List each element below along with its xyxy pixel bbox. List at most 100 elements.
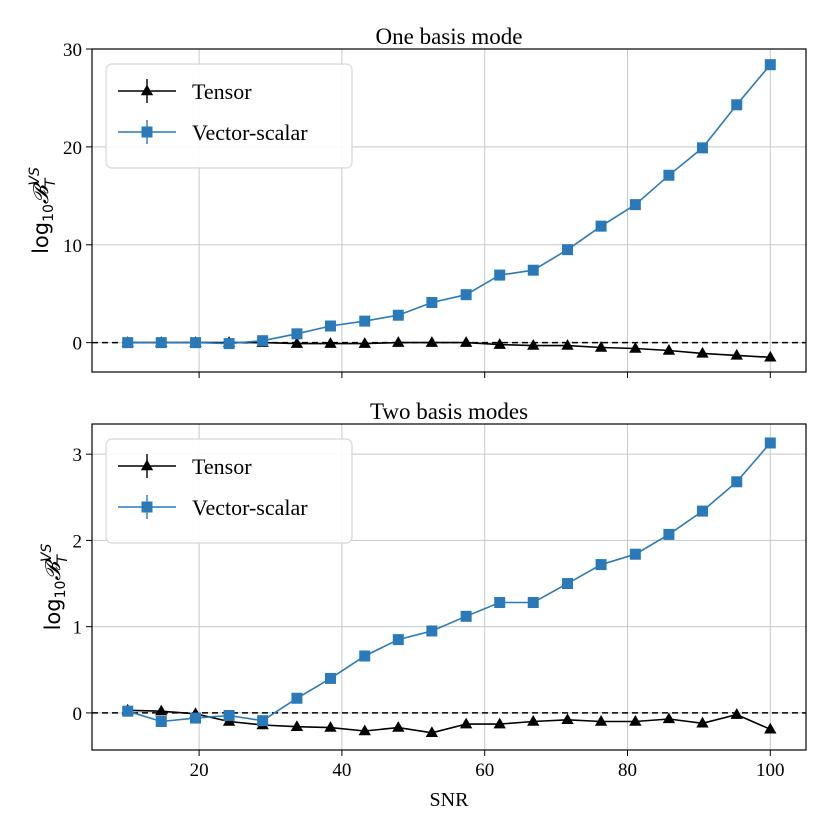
- data-point: [426, 297, 438, 309]
- data-point: [730, 708, 743, 719]
- series-vector-scalar: [122, 59, 776, 350]
- chart-title: One basis mode: [376, 24, 523, 49]
- data-point: [223, 710, 235, 722]
- axes-frame: [91, 48, 807, 373]
- legend-label: Tensor: [192, 79, 252, 104]
- data-point: [324, 320, 336, 332]
- data-point: [122, 337, 134, 349]
- data-point: [764, 722, 777, 734]
- x-tick-label: 40: [332, 760, 351, 781]
- data-point: [696, 716, 709, 728]
- data-point: [223, 338, 235, 350]
- data-point: [359, 650, 371, 662]
- series-line: [127, 64, 771, 345]
- data-point: [190, 712, 202, 724]
- data-point: [122, 705, 134, 717]
- y-axis-label-symbol: 𝓑: [29, 181, 53, 204]
- data-point: [595, 559, 607, 571]
- y-axis-label-superscript: VS: [39, 543, 55, 562]
- data-point: [494, 597, 506, 609]
- data-point: [595, 220, 607, 232]
- series-tensor: [121, 703, 777, 737]
- data-point: [155, 704, 168, 716]
- data-point: [392, 721, 405, 732]
- data-point: [257, 335, 269, 347]
- data-point: [629, 342, 642, 353]
- data-point: [324, 337, 337, 348]
- legend-marker: [140, 84, 154, 96]
- data-point: [561, 713, 574, 725]
- x-tick-label: 100: [756, 760, 785, 781]
- data-point: [662, 343, 676, 355]
- legend-marker: [141, 501, 153, 513]
- data-point: [459, 717, 473, 729]
- y-axis-label-base: log: [41, 598, 65, 630]
- data-point: [764, 437, 776, 449]
- data-point: [358, 337, 371, 348]
- x-tick-label: 20: [190, 760, 209, 781]
- data-point: [494, 269, 506, 281]
- y-axis-label-subscript: 10: [53, 581, 69, 599]
- x-tick-label: 60: [475, 760, 494, 781]
- y-tick-label: 20: [63, 138, 82, 159]
- data-point: [493, 717, 506, 729]
- data-point: [426, 625, 438, 637]
- data-point: [290, 337, 304, 348]
- data-point: [696, 505, 708, 517]
- data-point: [290, 720, 304, 731]
- data-point: [155, 716, 167, 728]
- data-point: [594, 715, 608, 726]
- y-tick-label: 0: [73, 334, 83, 355]
- data-point: [594, 341, 608, 352]
- data-point: [562, 244, 574, 256]
- data-point: [460, 289, 472, 301]
- y-tick-label: 1: [73, 618, 83, 639]
- data-point: [155, 337, 167, 349]
- chart-title: Two basis modes: [370, 399, 528, 424]
- legend-entry: Vector-scalar: [118, 495, 308, 520]
- data-point: [324, 672, 336, 684]
- data-point: [696, 346, 709, 358]
- data-point: [257, 715, 269, 727]
- series-line: [127, 442, 771, 723]
- y-tick-label: 3: [73, 445, 83, 466]
- series-tensor: [121, 336, 777, 362]
- data-point: [663, 169, 675, 181]
- data-point: [731, 476, 743, 488]
- data-point: [663, 528, 675, 540]
- data-point: [629, 548, 641, 560]
- data-point: [527, 339, 540, 350]
- y-axis-label-base: log: [29, 222, 53, 254]
- legend-marker: [140, 459, 154, 471]
- data-point: [629, 199, 641, 211]
- y-axis-label-superscript: VS: [27, 167, 43, 186]
- data-point: [731, 99, 743, 111]
- legend-label: Tensor: [192, 454, 252, 479]
- legend: Tensor Vector-scalar: [105, 438, 353, 544]
- data-point: [358, 724, 371, 736]
- data-point: [392, 634, 404, 646]
- data-point: [425, 336, 439, 347]
- legend-label: Vector-scalar: [192, 495, 308, 520]
- y-tick-label: 0: [73, 704, 83, 725]
- data-point: [493, 338, 506, 349]
- data-point: [764, 350, 777, 362]
- data-point: [425, 726, 439, 737]
- legend-label: Vector-scalar: [192, 120, 308, 145]
- data-point: [459, 336, 473, 347]
- data-point: [662, 712, 676, 724]
- y-tick-label: 10: [63, 236, 82, 257]
- data-point: [562, 578, 574, 590]
- y-tick-label: 30: [63, 40, 82, 61]
- y-axis-label-subscript: 10: [41, 204, 57, 222]
- data-point: [561, 339, 574, 350]
- data-point: [460, 610, 472, 622]
- data-point: [392, 336, 405, 347]
- legend-entry: Tensor: [118, 454, 252, 479]
- y-axis-label-lower-index: T: [55, 554, 71, 564]
- series-line: [127, 709, 771, 734]
- data-point: [629, 715, 642, 726]
- axes-frame: [91, 423, 807, 751]
